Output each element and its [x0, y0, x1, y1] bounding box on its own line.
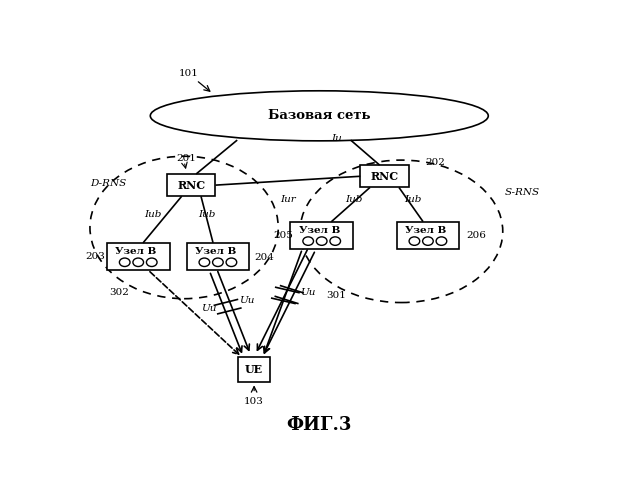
Text: Узел В: Узел В [298, 226, 340, 235]
Text: Iub: Iub [345, 195, 363, 204]
Text: Iub: Iub [404, 195, 421, 204]
Text: Uu: Uu [239, 296, 255, 305]
FancyBboxPatch shape [186, 243, 249, 270]
Text: Uu: Uu [300, 288, 315, 298]
Text: Iub: Iub [144, 210, 161, 220]
Text: 202: 202 [426, 158, 445, 166]
Text: RNC: RNC [371, 171, 399, 182]
FancyBboxPatch shape [290, 222, 353, 248]
Text: Iur: Iur [280, 195, 296, 204]
FancyBboxPatch shape [167, 174, 216, 197]
FancyBboxPatch shape [360, 165, 409, 188]
Text: 205: 205 [273, 230, 293, 239]
Text: ФИГ.3: ФИГ.3 [287, 416, 352, 434]
FancyBboxPatch shape [107, 243, 169, 270]
Text: RNC: RNC [178, 180, 206, 190]
Text: S-RNS: S-RNS [505, 188, 540, 198]
Text: D-RNS: D-RNS [90, 178, 126, 188]
Text: 302: 302 [109, 288, 129, 298]
Text: UE: UE [245, 364, 263, 376]
Text: 201: 201 [176, 154, 196, 162]
Text: 206: 206 [466, 230, 486, 239]
Text: Узел В: Узел В [195, 248, 236, 256]
FancyBboxPatch shape [239, 358, 270, 382]
Text: 301: 301 [326, 291, 346, 300]
Text: Узел В: Узел В [405, 226, 446, 235]
Text: Iu: Iu [331, 134, 341, 143]
Text: 103: 103 [244, 398, 264, 406]
FancyBboxPatch shape [396, 222, 459, 248]
Text: Iub: Iub [199, 210, 216, 220]
Text: 203: 203 [85, 252, 105, 261]
Text: 101: 101 [179, 69, 199, 78]
Text: Узел В: Узел В [115, 248, 156, 256]
Text: Uu: Uu [201, 304, 216, 313]
Text: 204: 204 [254, 253, 273, 262]
Text: Базовая сеть: Базовая сеть [268, 110, 371, 122]
